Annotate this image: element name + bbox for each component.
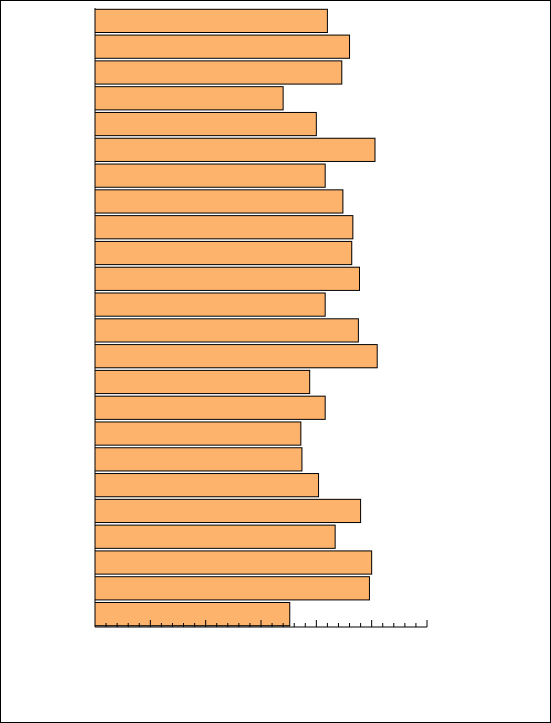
bar (94, 318, 359, 343)
bar (94, 421, 302, 446)
bar (94, 240, 353, 266)
bar (94, 395, 326, 420)
bar (94, 576, 370, 601)
bar (94, 498, 362, 524)
bar (94, 86, 284, 111)
bar (94, 163, 326, 188)
bar (94, 369, 311, 395)
bar (94, 447, 303, 472)
bar (94, 344, 378, 369)
bar (94, 60, 343, 85)
bar (94, 473, 320, 498)
bar (94, 292, 326, 317)
bar (94, 215, 354, 240)
bar (94, 137, 376, 162)
bar (94, 34, 351, 59)
bar (94, 111, 317, 137)
bar (94, 8, 328, 34)
bar (94, 189, 344, 214)
bar (94, 550, 373, 575)
bar (94, 524, 336, 549)
bar (94, 266, 360, 291)
